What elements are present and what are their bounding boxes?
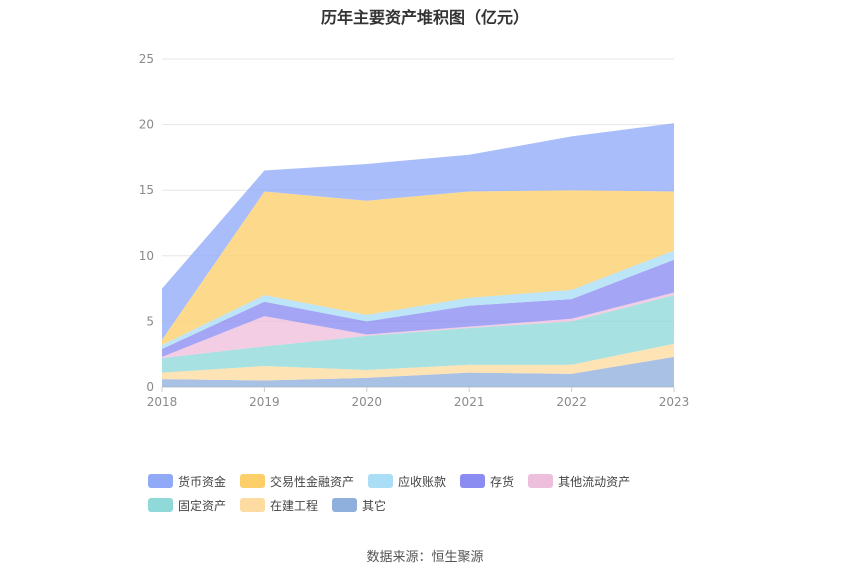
area-其它 (162, 356, 674, 387)
x-tick-label: 2022 (556, 395, 587, 409)
legend-label: 在建工程 (270, 498, 319, 513)
legend: 货币资金 交易性金融资产 应收账款 存货 其他流动资产固定资产 在建工程 其它 (148, 472, 728, 520)
x-tick-label: 2019 (249, 395, 280, 409)
area-应收账款 (162, 250, 674, 349)
x-tick-label: 2020 (352, 395, 383, 409)
y-tick-label: 5 (146, 314, 154, 328)
legend-swatch (148, 498, 173, 512)
legend-item[interactable]: 应收账款 (368, 472, 446, 490)
axes: 0 5 10 15 20 25 2018 2019 2020 2021 2022 2023 (139, 52, 690, 409)
y-tick-label: 15 (139, 183, 154, 197)
x-tick-label: 2018 (147, 395, 178, 409)
legend-swatch (460, 474, 486, 488)
legend-swatch (528, 474, 554, 488)
legend-label: 其他流动资产 (558, 474, 631, 489)
legend-swatch (332, 498, 358, 512)
area-其他流动资产 (162, 292, 674, 359)
legend-label: 固定资产 (178, 498, 227, 513)
legend-label: 货币资金 (178, 474, 227, 489)
legend-label: 应收账款 (398, 474, 447, 489)
legend-item[interactable]: 交易性金融资产 (240, 472, 354, 490)
legend-item[interactable]: 固定资产 (148, 496, 226, 514)
legend-swatch (240, 498, 266, 512)
legend-item[interactable]: 其它 (332, 496, 386, 514)
area-series (162, 123, 674, 387)
legend-swatch (148, 474, 173, 488)
legend-label: 存货 (490, 474, 515, 489)
data-source: 数据来源：恒生聚源 (366, 550, 484, 565)
area-交易性金融资产 (162, 190, 674, 346)
y-tick-label: 25 (139, 52, 154, 66)
legend-swatch (368, 474, 394, 488)
legend-item[interactable]: 货币资金 (148, 472, 226, 490)
x-tick-label: 2023 (659, 395, 690, 409)
legend-item[interactable]: 在建工程 (240, 496, 318, 514)
legend-label: 其它 (362, 498, 387, 513)
legend-label: 交易性金融资产 (270, 474, 355, 489)
area-在建工程 (162, 343, 674, 381)
legend-item[interactable]: 存货 (460, 472, 514, 490)
legend-swatch (240, 474, 266, 488)
y-tick-label: 10 (139, 249, 154, 263)
area-固定资产 (162, 295, 674, 373)
legend-item[interactable]: 其他流动资产 (528, 472, 630, 490)
y-tick-label: 20 (139, 118, 154, 132)
y-tick-label: 0 (146, 380, 154, 394)
area-存货 (162, 259, 674, 357)
x-tick-label: 2021 (454, 395, 485, 409)
chart-title: 历年主要资产堆积图（亿元） (320, 8, 529, 27)
area-货币资金 (162, 123, 674, 340)
